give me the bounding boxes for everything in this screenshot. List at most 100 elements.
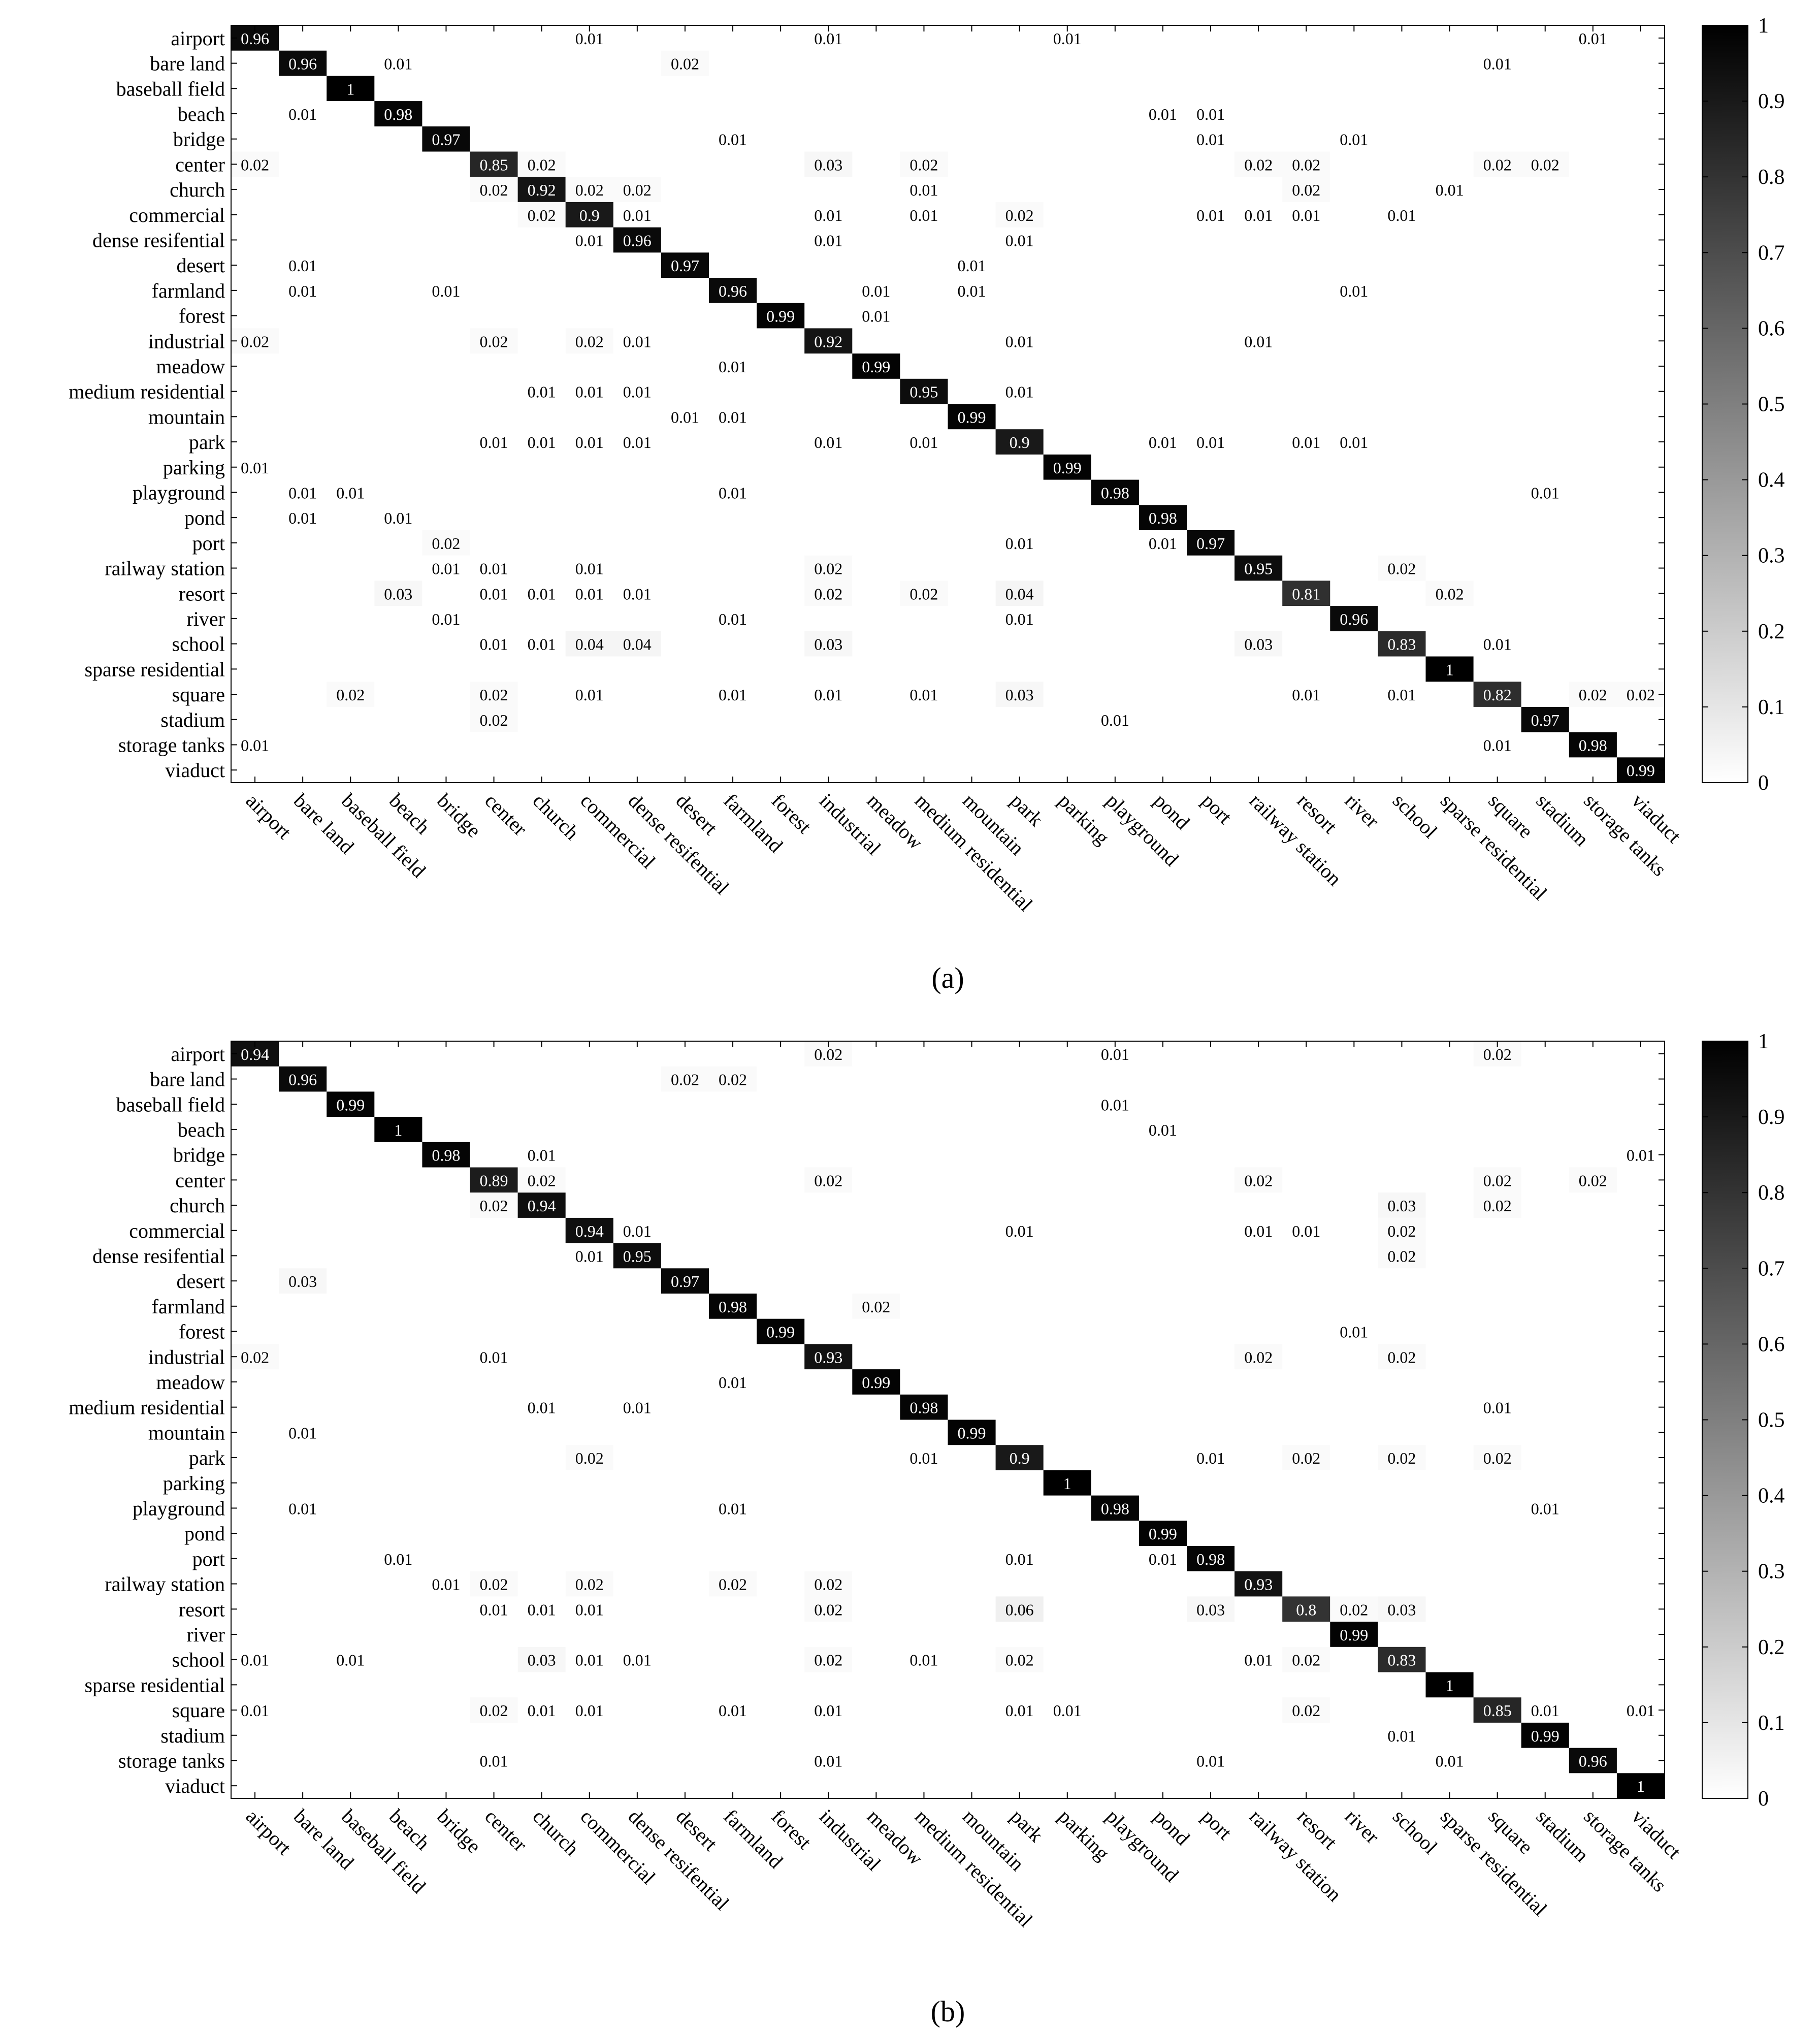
- cell-value-label: 0.01: [1196, 206, 1225, 224]
- cell-value-label: 0.01: [241, 459, 269, 477]
- heatmap-cell: [1473, 1167, 1521, 1193]
- cell-value-label: 0.01: [1196, 105, 1225, 123]
- y-tick-label: sparse residential: [84, 1673, 225, 1696]
- cell-value-label: 0.96: [623, 232, 652, 250]
- heatmap-cell: [1043, 454, 1091, 480]
- cell-value-label: 0.93: [814, 1348, 842, 1366]
- heatmap-cell: [1234, 631, 1283, 657]
- y-tick-label: commercial: [129, 204, 225, 227]
- cell-value-label: 0.02: [241, 1348, 269, 1366]
- heatmap-cell: [422, 530, 470, 556]
- heatmap-cell: [1378, 1596, 1426, 1622]
- heatmap-cell: [1187, 1596, 1235, 1622]
- y-tick-label: port: [192, 1548, 225, 1570]
- y-tick-label: storage tanks: [118, 1749, 225, 1772]
- colorbar-tick-label: 1: [1758, 14, 1769, 38]
- cell-value-label: 0.02: [575, 181, 604, 199]
- heatmap-cell: [1425, 656, 1474, 682]
- y-tick-label: playground: [133, 481, 225, 504]
- cell-value-label: 0.01: [909, 1651, 938, 1669]
- cell-value-label: 0.01: [575, 232, 604, 250]
- cell-value-label: 0.95: [1244, 560, 1273, 578]
- y-tick-label: sparse residential: [84, 658, 225, 681]
- cell-value-label: 0.02: [575, 332, 604, 350]
- cell-value-label: 0.01: [1196, 433, 1225, 452]
- cell-value-label: 0.01: [336, 1651, 365, 1669]
- cell-value-label: 0.01: [288, 1499, 317, 1518]
- cell-value-label: 0.02: [1244, 1171, 1273, 1189]
- heatmap-cell: [852, 1294, 900, 1319]
- cell-value-label: 0.02: [814, 585, 842, 603]
- heatmap-cell: [995, 1445, 1044, 1470]
- cell-value-label: 0.01: [384, 509, 412, 527]
- heatmap-cell: [1187, 530, 1235, 556]
- y-tick-label: resort: [179, 582, 225, 605]
- heatmap-cell: [327, 1091, 375, 1117]
- heatmap-cell: [804, 555, 853, 581]
- colorbar-tick-label: 0.5: [1758, 1409, 1785, 1432]
- heatmap-cell: [1521, 706, 1569, 732]
- cell-value-label: 0.02: [480, 1197, 508, 1215]
- y-tick-label: bridge: [173, 128, 225, 151]
- cell-value-label: 0.02: [1483, 1171, 1512, 1189]
- cell-value-label: 0.01: [1005, 1550, 1034, 1568]
- colorbar-tick-label: 0.8: [1758, 166, 1785, 189]
- cell-value-label: 0.99: [336, 1095, 365, 1114]
- heatmap-cell: [1282, 1596, 1330, 1622]
- heatmap-cell: [1330, 606, 1378, 631]
- cell-value-label: 0.01: [1483, 55, 1512, 73]
- cell-value-label: 0.01: [575, 1600, 604, 1619]
- cell-value-label: 0.96: [719, 282, 747, 300]
- cell-value-label: 0.01: [528, 1701, 556, 1720]
- colorbar-tick-label: 0.4: [1758, 1485, 1785, 1508]
- cell-value-label: 0.04: [623, 635, 652, 654]
- colorbar-tick-label: 1: [1758, 1030, 1769, 1053]
- colorbar-tick-label: 0.2: [1758, 1636, 1785, 1659]
- heatmap-cell: [804, 631, 853, 657]
- cell-value-label: 0.01: [1005, 1701, 1034, 1720]
- cell-value-label: 0.01: [1387, 686, 1416, 704]
- cell-value-label: 0.96: [288, 1071, 317, 1089]
- cell-value-label: 0.01: [862, 307, 890, 326]
- heatmap-cell: [1282, 1647, 1330, 1672]
- cell-value-label: 0.01: [288, 1424, 317, 1442]
- cell-value-label: 0.01: [862, 282, 890, 300]
- cell-value-label: 0.01: [241, 1701, 269, 1720]
- cell-value-label: 0.01: [1149, 433, 1177, 452]
- cell-value-label: 0.02: [1292, 155, 1320, 174]
- cell-value-label: 0.01: [1627, 1146, 1655, 1165]
- cell-value-label: 0.01: [719, 686, 747, 704]
- y-tick-label: parking: [163, 1472, 225, 1495]
- cell-value-label: 0.85: [480, 155, 508, 174]
- heatmap-cell: [995, 202, 1044, 228]
- heatmap-cell: [948, 404, 996, 430]
- cell-value-label: 0.01: [528, 1600, 556, 1619]
- cell-value-label: 0.01: [288, 256, 317, 275]
- heatmap-cell: [1234, 1167, 1283, 1193]
- heatmap-cell: [565, 1217, 613, 1243]
- cell-value-label: 0.02: [241, 155, 269, 174]
- heatmap-cell: [1139, 1521, 1187, 1546]
- cell-value-label: 0.02: [528, 206, 556, 224]
- cell-value-label: 0.02: [1292, 1651, 1320, 1669]
- y-tick-label: center: [175, 1169, 225, 1191]
- cell-value-label: 0.02: [1292, 181, 1320, 199]
- cell-value-label: 0.01: [1387, 206, 1416, 224]
- cell-value-label: 0.02: [719, 1071, 747, 1089]
- cell-value-label: 0.02: [814, 560, 842, 578]
- cell-value-label: 0.01: [288, 282, 317, 300]
- y-tick-label: farmland: [152, 1295, 225, 1318]
- y-tick-label: storage tanks: [118, 734, 225, 757]
- cell-value-label: 0.01: [480, 1600, 508, 1619]
- cell-value-label: 0.89: [480, 1171, 508, 1189]
- cell-value-label: 0.01: [814, 1752, 842, 1770]
- heatmap-cell: [613, 1243, 661, 1269]
- cell-value-label: 0.03: [814, 635, 842, 654]
- cell-value-label: 0.02: [1387, 1348, 1416, 1366]
- colorbar: [1702, 25, 1748, 783]
- cell-value-label: 0.03: [384, 585, 412, 603]
- cell-value-label: 0.02: [1244, 155, 1273, 174]
- y-tick-label: dense resifential: [92, 229, 225, 252]
- cell-value-label: 0.01: [575, 560, 604, 578]
- cell-value-label: 0.01: [1005, 610, 1034, 628]
